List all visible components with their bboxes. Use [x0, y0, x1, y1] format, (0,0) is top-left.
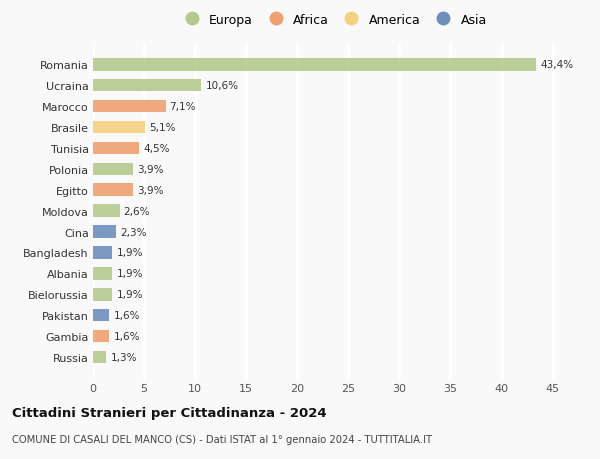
Text: 1,9%: 1,9% [116, 290, 143, 300]
Text: Cittadini Stranieri per Cittadinanza - 2024: Cittadini Stranieri per Cittadinanza - 2… [12, 406, 326, 419]
Text: 1,9%: 1,9% [116, 248, 143, 258]
Legend: Europa, Africa, America, Asia: Europa, Africa, America, Asia [176, 11, 490, 29]
Bar [93, 80, 201, 92]
Text: 7,1%: 7,1% [170, 102, 196, 112]
Bar [93, 101, 166, 113]
Bar [93, 226, 116, 238]
Bar [93, 288, 112, 301]
Bar [93, 184, 133, 196]
Text: COMUNE DI CASALI DEL MANCO (CS) - Dati ISTAT al 1° gennaio 2024 - TUTTITALIA.IT: COMUNE DI CASALI DEL MANCO (CS) - Dati I… [12, 434, 432, 444]
Bar [93, 163, 133, 176]
Text: 2,3%: 2,3% [121, 227, 147, 237]
Bar [93, 351, 106, 364]
Bar [93, 142, 139, 155]
Bar [93, 122, 145, 134]
Bar [93, 268, 112, 280]
Text: 1,9%: 1,9% [116, 269, 143, 279]
Text: 3,9%: 3,9% [137, 185, 163, 195]
Bar [93, 309, 109, 322]
Text: 5,1%: 5,1% [149, 123, 176, 133]
Text: 1,6%: 1,6% [113, 310, 140, 320]
Text: 43,4%: 43,4% [541, 60, 574, 70]
Bar [93, 330, 109, 342]
Text: 2,6%: 2,6% [124, 206, 150, 216]
Text: 10,6%: 10,6% [205, 81, 238, 91]
Bar [93, 246, 112, 259]
Text: 4,5%: 4,5% [143, 144, 170, 154]
Text: 1,6%: 1,6% [113, 331, 140, 341]
Bar [93, 205, 119, 218]
Text: 3,9%: 3,9% [137, 164, 163, 174]
Text: 1,3%: 1,3% [110, 352, 137, 362]
Bar [93, 59, 536, 71]
